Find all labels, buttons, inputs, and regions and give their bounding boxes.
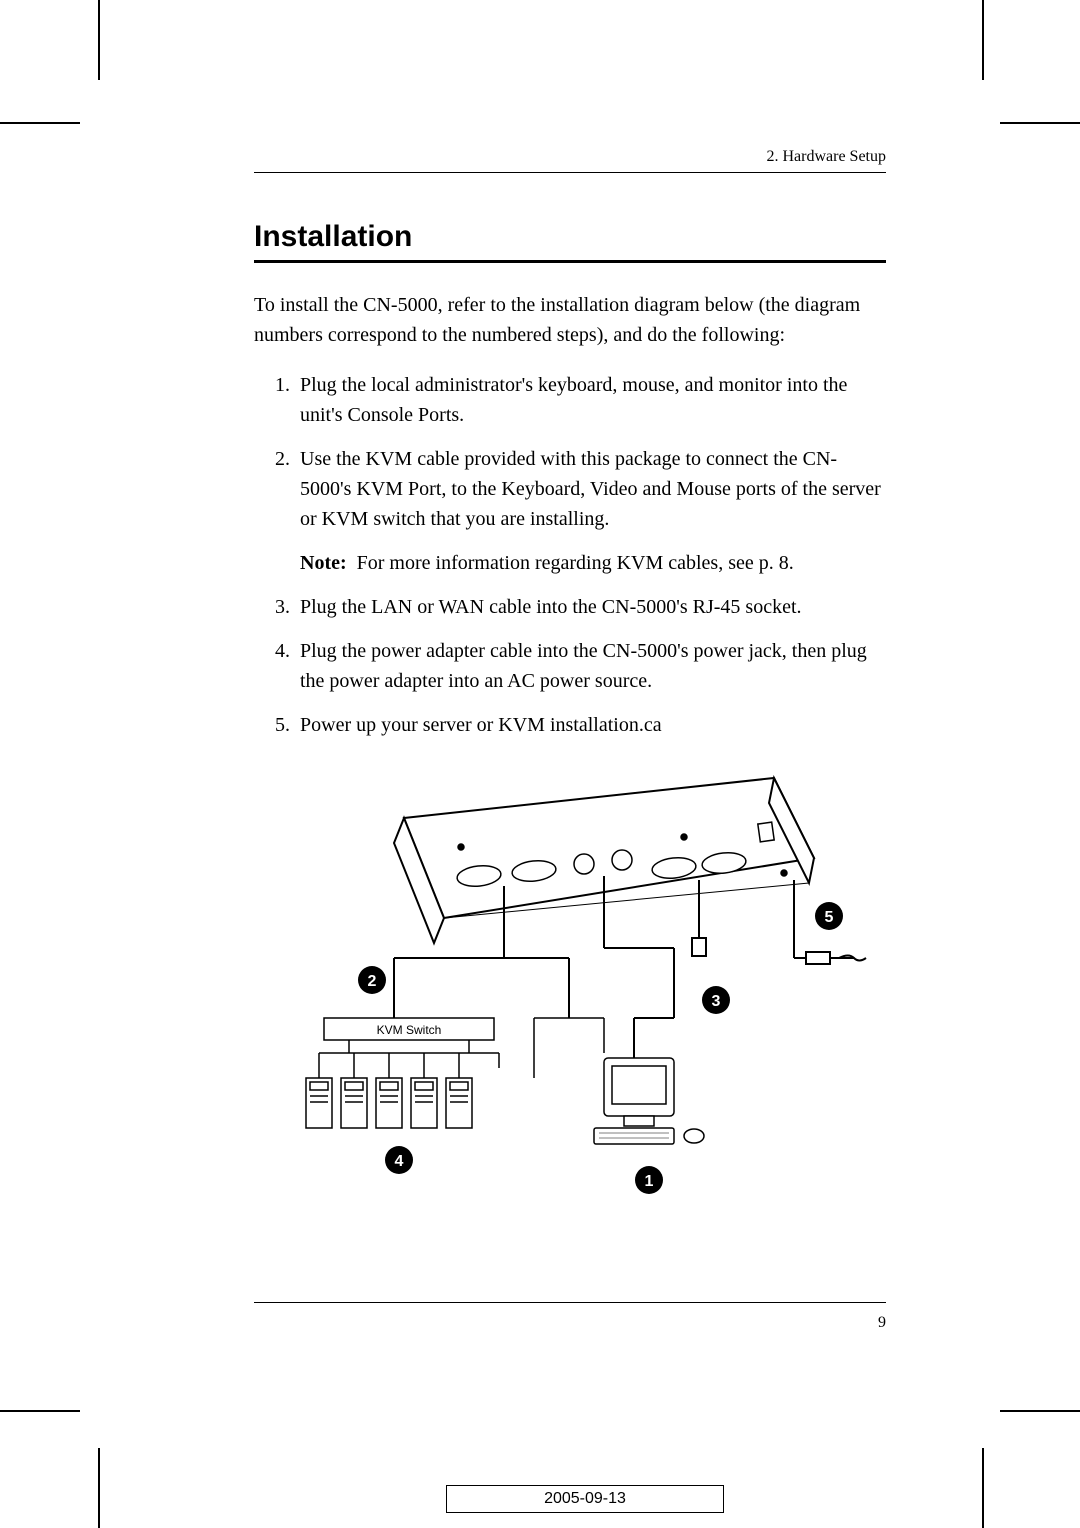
crop-mark	[98, 0, 100, 80]
installation-diagram: KVM Switch	[254, 768, 886, 1288]
callout-3: 3	[712, 993, 721, 1010]
step-text: Plug the local administrator's keyboard,…	[300, 370, 886, 430]
callout-2: 2	[368, 973, 377, 990]
crop-mark	[1000, 1410, 1080, 1412]
crop-mark	[1000, 122, 1080, 124]
step-number: 1.	[254, 370, 300, 430]
note: Note: For more information regarding KVM…	[300, 548, 886, 578]
intro-paragraph: To install the CN-5000, refer to the ins…	[254, 290, 886, 350]
running-header: 2. Hardware Setup	[766, 148, 886, 166]
callout-5: 5	[825, 909, 834, 926]
section-rule	[254, 260, 886, 263]
note-text: For more information regarding KVM cable…	[357, 552, 794, 574]
page-number: 9	[878, 1314, 886, 1332]
step-text: Power up your server or KVM installation…	[300, 710, 886, 740]
step-number: 4.	[254, 636, 300, 696]
header-rule	[254, 172, 886, 173]
list-item: 2. Use the KVM cable provided with this …	[254, 444, 886, 534]
crop-mark	[0, 122, 80, 124]
step-number: 2.	[254, 444, 300, 534]
note-label: Note:	[300, 552, 347, 574]
crop-mark	[982, 1448, 984, 1528]
date-box: 2005-09-13	[446, 1485, 724, 1513]
crop-mark	[982, 0, 984, 80]
crop-mark	[98, 1448, 100, 1528]
callout-4: 4	[395, 1153, 404, 1170]
step-text: Use the KVM cable provided with this pac…	[300, 444, 886, 534]
footer-rule	[254, 1302, 886, 1303]
kvm-switch-label: KVM Switch	[377, 1023, 442, 1037]
step-number: 5.	[254, 710, 300, 740]
step-text: Plug the power adapter cable into the CN…	[300, 636, 886, 696]
step-number: 3.	[254, 592, 300, 622]
list-item: 3. Plug the LAN or WAN cable into the CN…	[254, 592, 886, 622]
steps-list: 1. Plug the local administrator's keyboa…	[254, 370, 886, 754]
crop-mark	[0, 1410, 80, 1412]
list-item: 5. Power up your server or KVM installat…	[254, 710, 886, 740]
step-text: Plug the LAN or WAN cable into the CN-50…	[300, 592, 886, 622]
callout-1: 1	[645, 1173, 654, 1190]
list-item: 4. Plug the power adapter cable into the…	[254, 636, 886, 696]
list-item: 1. Plug the local administrator's keyboa…	[254, 370, 886, 430]
section-title: Installation	[254, 220, 412, 254]
document-page: 2. Hardware Setup Installation To instal…	[0, 0, 1080, 1528]
